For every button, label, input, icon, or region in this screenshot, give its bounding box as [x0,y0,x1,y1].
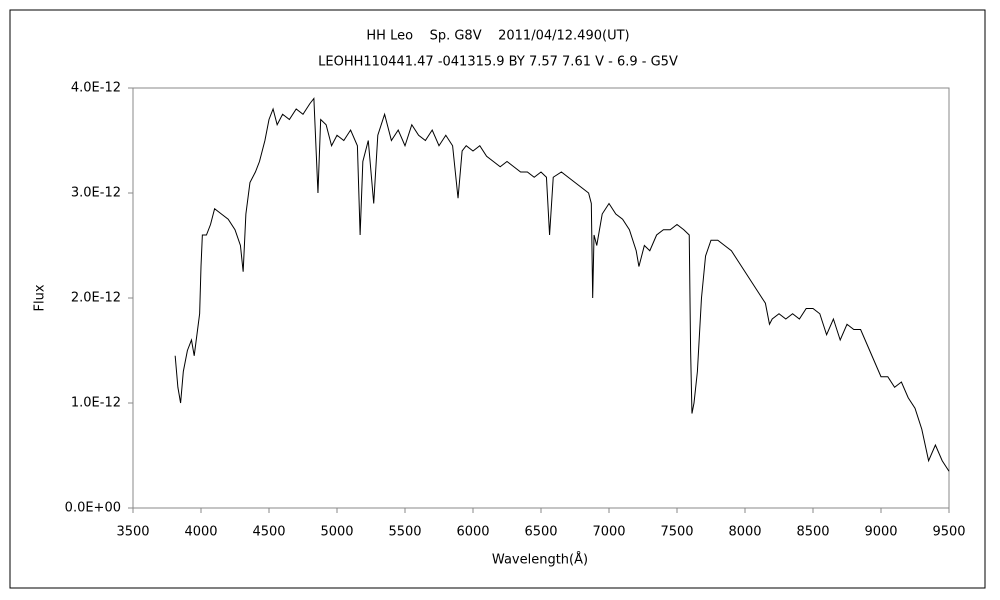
x-tick-label: 4000 [184,525,217,540]
chart-title: HH Leo Sp. G8V 2011/04/12.490(UT) [366,29,629,44]
x-tick-label: 6500 [524,525,557,540]
chart-subtitle: LEOHH110441.47 -041315.9 BY 7.57 7.61 V … [318,55,678,70]
x-axis-label: Wavelength(Å) [492,552,588,568]
y-tick-label: 3.0E-12 [71,186,121,201]
plot-area [132,87,950,509]
y-tick-label: 1.0E-12 [71,396,121,411]
x-tick-label: 3500 [116,525,149,540]
y-tick-label: 4.0E-12 [71,81,121,96]
x-tick-label: 4500 [252,525,285,540]
x-tick-label: 5000 [320,525,353,540]
x-tick-label: 5500 [388,525,421,540]
y-tick-label: 2.0E-12 [71,291,121,306]
x-tick-label: 8500 [796,525,829,540]
spectrum-line [174,97,950,472]
x-tick-label: 7000 [592,525,625,540]
x-tick-label: 9500 [932,525,965,540]
y-axis-label: Flux [33,284,48,311]
x-tick-label: 7500 [660,525,693,540]
x-tick-label: 6000 [456,525,489,540]
x-tick-label: 9000 [864,525,897,540]
x-tick-label: 8000 [728,525,761,540]
y-tick-label: 0.0E+00 [65,501,121,516]
